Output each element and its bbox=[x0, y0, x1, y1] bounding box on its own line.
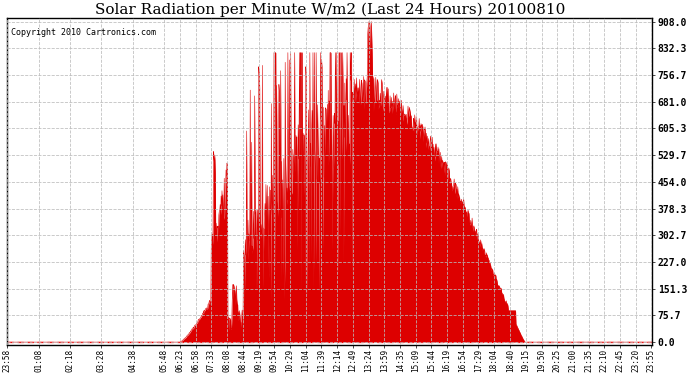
Title: Solar Radiation per Minute W/m2 (Last 24 Hours) 20100810: Solar Radiation per Minute W/m2 (Last 24… bbox=[95, 3, 565, 17]
Text: Copyright 2010 Cartronics.com: Copyright 2010 Cartronics.com bbox=[10, 28, 155, 37]
